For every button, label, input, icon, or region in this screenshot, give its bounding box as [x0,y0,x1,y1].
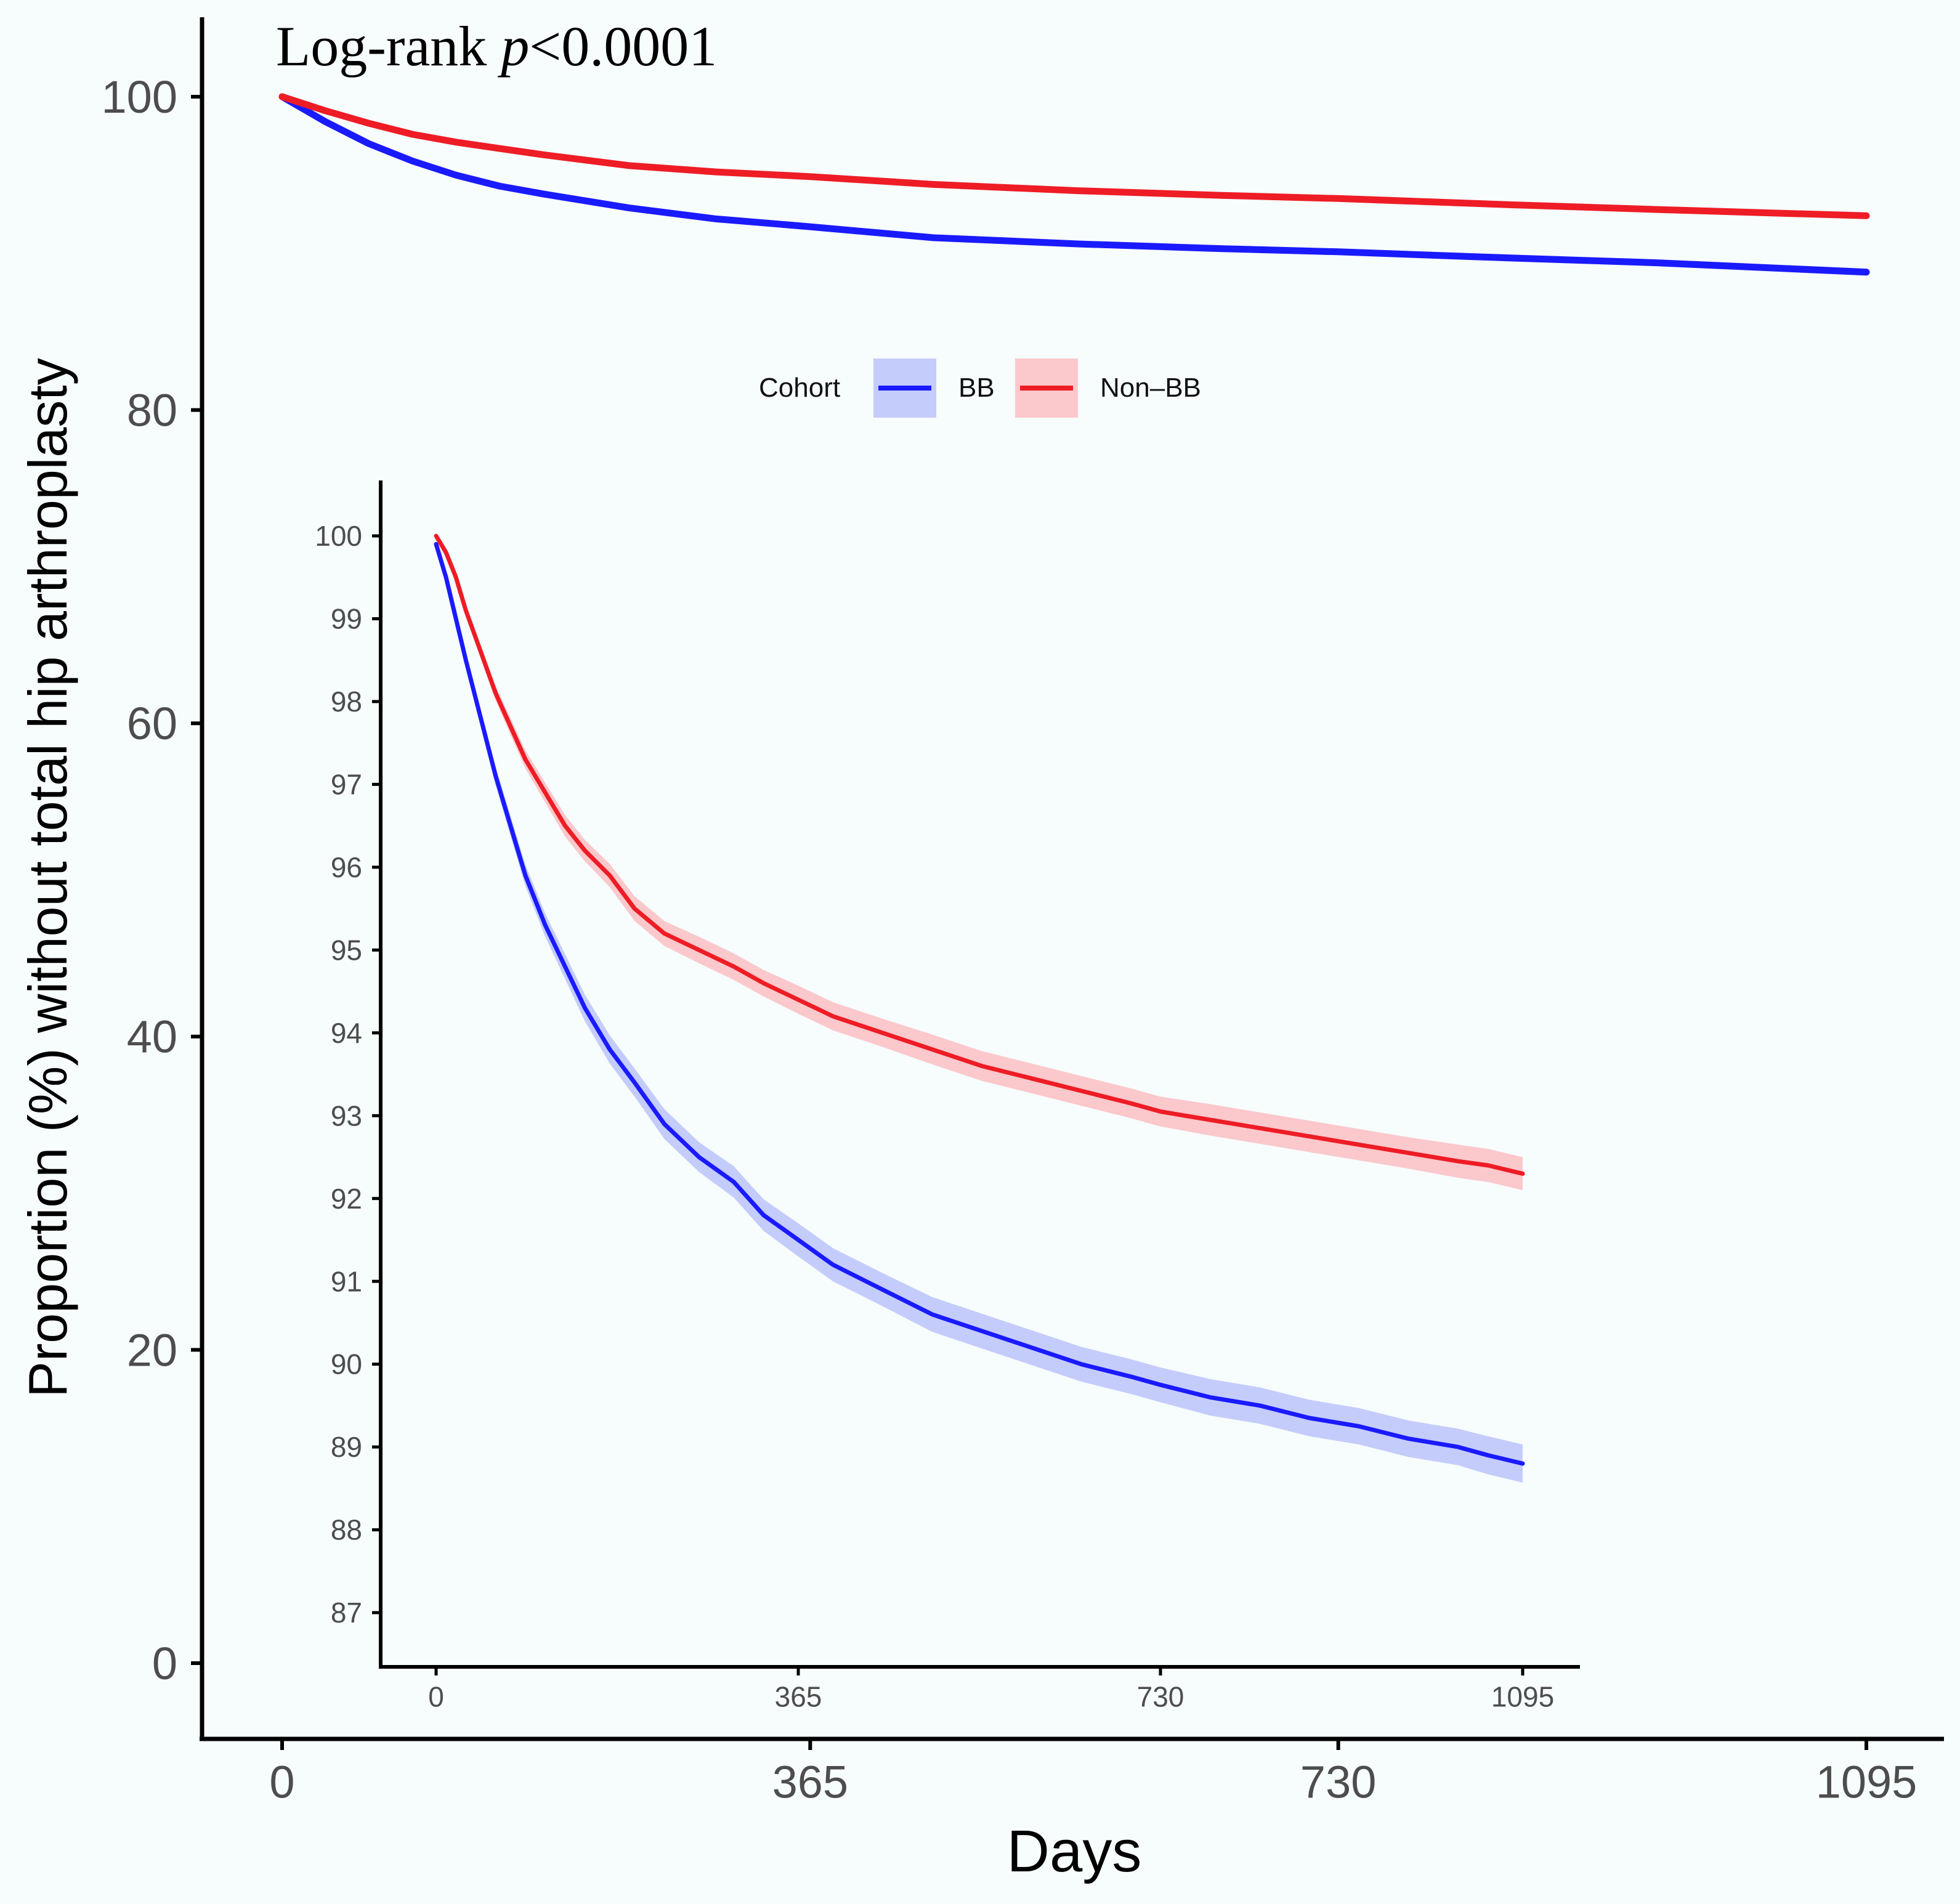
inset-y-tick-label-88: 88 [331,1514,362,1546]
main-line-non-bb [278,93,1870,219]
legend-label-bb: BB [958,373,995,403]
inset-y-tick-label-99: 99 [331,603,362,635]
inset-y-tick-label-96: 96 [331,851,362,883]
inset-x-tick-label-730: 730 [1137,1681,1185,1713]
inset-y-tick-label-92: 92 [331,1183,362,1215]
inset-y-tick-label-89: 89 [331,1431,362,1463]
main-x-axis-ticks: 0 365 730 1095 [269,1739,1917,1808]
inset-y-tick-label-90: 90 [331,1348,362,1380]
inset-y-tick-label-91: 91 [331,1265,362,1297]
x-axis-title: Days [1007,1818,1142,1884]
main-x-tick-label-0: 0 [269,1757,294,1808]
legend-key-non-bb [1015,359,1078,418]
main-y-tick-label-40: 40 [127,1011,177,1063]
inset-y-tick-label-93: 93 [331,1100,362,1132]
inset-survival-lines [434,533,1525,1466]
legend: Cohort BB Non–BB [759,359,1201,418]
inset-ci-bands [436,536,1523,1483]
legend-title: Cohort [759,373,840,403]
inset-y-tick-label-98: 98 [331,686,362,718]
main-x-tick-label-365: 365 [772,1757,848,1808]
inset-line-non-bb [434,533,1525,1176]
inset-x-tick-label-0: 0 [428,1681,444,1713]
main-y-tick-label-100: 100 [102,71,177,123]
main-x-tick-label-730: 730 [1300,1757,1376,1808]
inset-y-tick-label-94: 94 [331,1017,362,1049]
inset-y-tick-label-100: 100 [315,520,362,552]
inset-x-tick-label-365: 365 [775,1681,822,1713]
chart-title: Log-rank p<0.0001 [276,15,717,78]
inset-y-tick-label-87: 87 [331,1597,362,1629]
legend-label-non-bb: Non–BB [1100,373,1201,403]
inset-y-axis-ticks: 87 88 89 90 91 92 93 94 95 96 97 98 99 100 [315,520,381,1629]
main-y-tick-label-80: 80 [127,385,177,436]
y-axis-title: Proportion (%) without total hip arthrop… [17,358,78,1397]
main-y-tick-label-20: 20 [127,1324,177,1375]
main-y-tick-label-60: 60 [127,698,177,749]
main-y-axis-ticks: 0 20 40 60 80 100 [102,71,202,1689]
inset-y-tick-label-97: 97 [331,768,362,800]
inset-line-bb [434,541,1525,1466]
inset-x-tick-label-1095: 1095 [1491,1681,1554,1713]
inset-x-axis-ticks: 0 365 730 1095 [428,1667,1554,1713]
legend-key-bb [873,359,936,418]
inset-y-tick-label-95: 95 [331,934,362,966]
inset-band-non-bb [436,536,1523,1191]
main-survival-lines [278,93,1870,276]
main-line-bb [278,93,1870,276]
main-x-tick-label-1095: 1095 [1816,1757,1917,1808]
main-y-tick-label-0: 0 [152,1638,177,1689]
